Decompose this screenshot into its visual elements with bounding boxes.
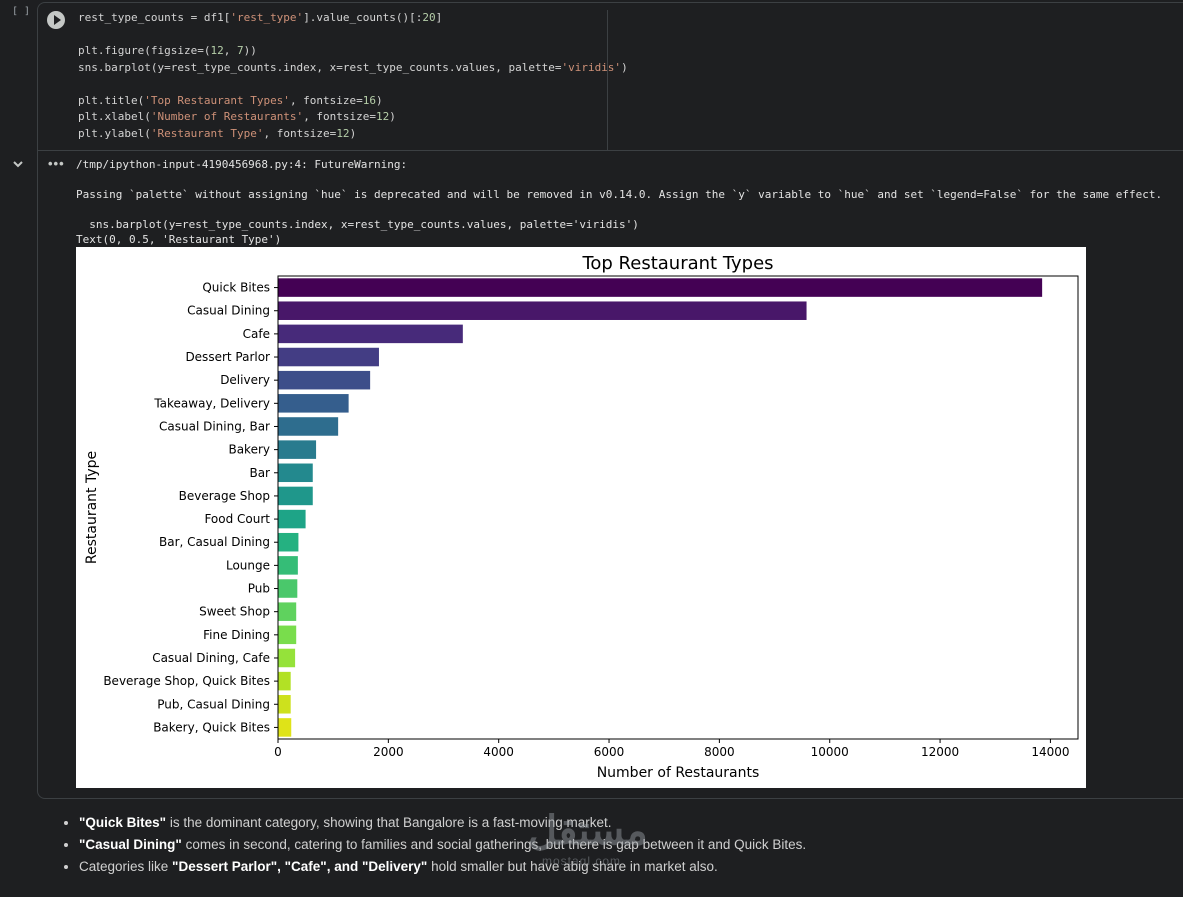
y-tick-label: Pub, Casual Dining (157, 697, 270, 711)
bar (278, 602, 297, 621)
bar (278, 579, 298, 598)
bar (278, 648, 296, 668)
bar (278, 463, 313, 483)
bar (278, 671, 291, 691)
y-tick-label: Casual Dining, Bar (159, 419, 270, 433)
y-tick-label: Casual Dining (187, 304, 270, 318)
y-axis-label: Restaurant Type (84, 451, 100, 564)
y-tick-label: Cafe (243, 327, 270, 341)
y-tick-label: Quick Bites (202, 281, 270, 295)
code-line: plt.title('Top Restaurant Types', fontsi… (78, 93, 383, 107)
y-tick-label: Bar, Casual Dining (159, 535, 270, 549)
bar (278, 509, 306, 529)
code-line: plt.ylabel('Restaurant Type', fontsize=1… (78, 126, 357, 140)
bar (278, 347, 379, 367)
code-line (78, 27, 608, 44)
y-tick-label: Fine Dining (203, 628, 270, 642)
y-tick-label: Beverage Shop, Quick Bites (103, 674, 270, 688)
bar (278, 440, 317, 459)
plot-frame (277, 275, 1079, 740)
x-tick-label: 0 (274, 745, 282, 759)
code-line: rest_type_counts = df1['rest_type'].valu… (78, 11, 443, 24)
bar (278, 417, 339, 436)
x-tick-label: 4000 (483, 745, 514, 759)
y-tick-label: Food Court (204, 512, 270, 526)
chevron-down-icon[interactable] (11, 157, 25, 171)
bar (278, 695, 291, 714)
bar (278, 394, 349, 413)
code-line: sns.barplot(y=rest_type_counts.index, x=… (78, 60, 628, 74)
y-tick-label: Delivery (220, 373, 270, 387)
x-tick-label: 12000 (921, 745, 959, 759)
x-axis-label: Number of Restaurants (597, 765, 760, 781)
y-tick-label: Bar (249, 466, 270, 480)
note-item: "Quick Bites" is the dominant category, … (79, 812, 806, 834)
code-line (78, 76, 608, 93)
y-tick-label: Takeaway, Delivery (153, 396, 270, 410)
run-cell-button[interactable] (47, 11, 65, 29)
note-item: Categories like "Dessert Parlor", "Cafe"… (79, 856, 806, 878)
bar (278, 324, 463, 344)
bar (278, 278, 1043, 297)
warning-code: sns.barplot(y=rest_type_counts.index, x=… (76, 218, 639, 231)
bar (278, 532, 299, 552)
y-tick-label: Sweet Shop (199, 605, 270, 619)
warning-path: /tmp/ipython-input-4190456968.py:4: Futu… (76, 158, 408, 171)
y-tick-label: Beverage Shop (179, 489, 270, 503)
bar (278, 370, 371, 390)
bar (278, 556, 298, 575)
x-tick-label: 2000 (373, 745, 404, 759)
cell-execution-count: [ ] (12, 6, 31, 17)
code-line: plt.figure(figsize=(12, 7)) (78, 44, 257, 57)
x-tick-label: 10000 (811, 745, 849, 759)
bar (278, 301, 807, 320)
x-tick-label: 8000 (704, 745, 735, 759)
warning-message: Passing `palette` without assigning `hue… (76, 188, 1163, 201)
x-tick-label: 14000 (1031, 745, 1069, 759)
text-result: Text(0, 0.5, 'Restaurant Type') (76, 233, 282, 246)
bar (278, 486, 313, 506)
y-tick-label: Dessert Parlor (185, 350, 270, 364)
bar (278, 718, 292, 737)
bar-chart: Top Restaurant Types Quick Bites Casual Di… (76, 247, 1086, 788)
x-tick-label: 6000 (594, 745, 625, 759)
y-tick-label: Bakery (228, 443, 270, 457)
y-tick-label: Pub (248, 582, 270, 596)
cell-output-divider (38, 150, 1183, 151)
code-editor[interactable]: rest_type_counts = df1['rest_type'].valu… (78, 10, 628, 150)
note-item: "Casual Dining" comes in second, caterin… (79, 834, 806, 856)
bar (278, 625, 297, 645)
code-line: plt.xlabel('Number of Restaurants', font… (78, 110, 396, 123)
chart-title: Top Restaurant Types (581, 253, 773, 274)
notes-list: "Quick Bites" is the dominant category, … (58, 812, 806, 878)
more-horizontal-icon[interactable]: ••• (48, 156, 65, 171)
y-tick-label: Casual Dining, Cafe (152, 651, 270, 665)
code-line-guide (607, 10, 608, 150)
y-tick-label: Lounge (226, 558, 270, 572)
y-tick-label: Bakery, Quick Bites (153, 720, 270, 734)
